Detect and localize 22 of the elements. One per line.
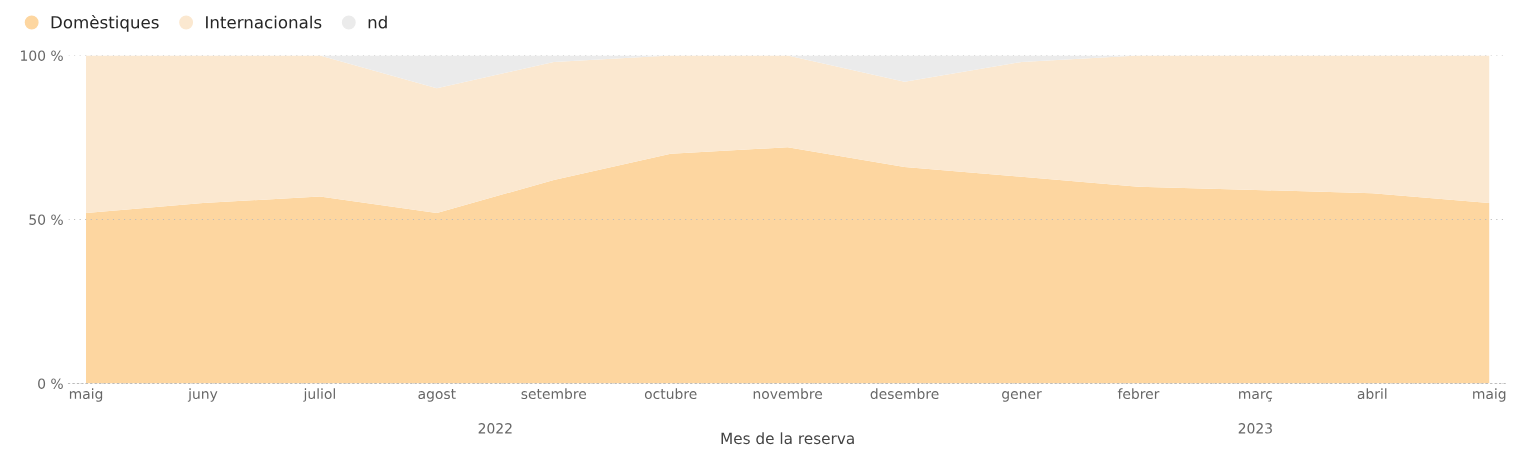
x-tick-label: juny [187,388,218,402]
x-tick-label: octubre [644,388,697,400]
legend-label: Internacionals [206,15,322,29]
x-tick-label: setembre [521,388,587,400]
y-tick-label: 0 % [38,378,63,389]
x-tick-label: maig [1473,388,1506,402]
legend-label: nd [368,15,387,29]
text: 2022 [478,423,512,434]
x-tick-label: març [1239,391,1273,402]
x-axis-title: Mes de la reserva [721,432,854,445]
x-tick-label: febrer [1117,388,1160,400]
x-tick-label: gener [1002,391,1042,402]
x-tick-label: abril [1357,388,1387,400]
x-tick-label: desembre [870,388,939,400]
text: 2023 [1238,423,1272,434]
y-tick-label: 100 % [21,50,63,61]
x-tick-label: novembre [753,388,823,400]
x-tick-label: maig [69,388,103,402]
y-tick-label: 50 % [29,214,63,225]
legend-label: Domèstiques [51,15,159,32]
x-tick-label: juliol [303,388,335,402]
x-tick-label: agost [418,389,456,402]
